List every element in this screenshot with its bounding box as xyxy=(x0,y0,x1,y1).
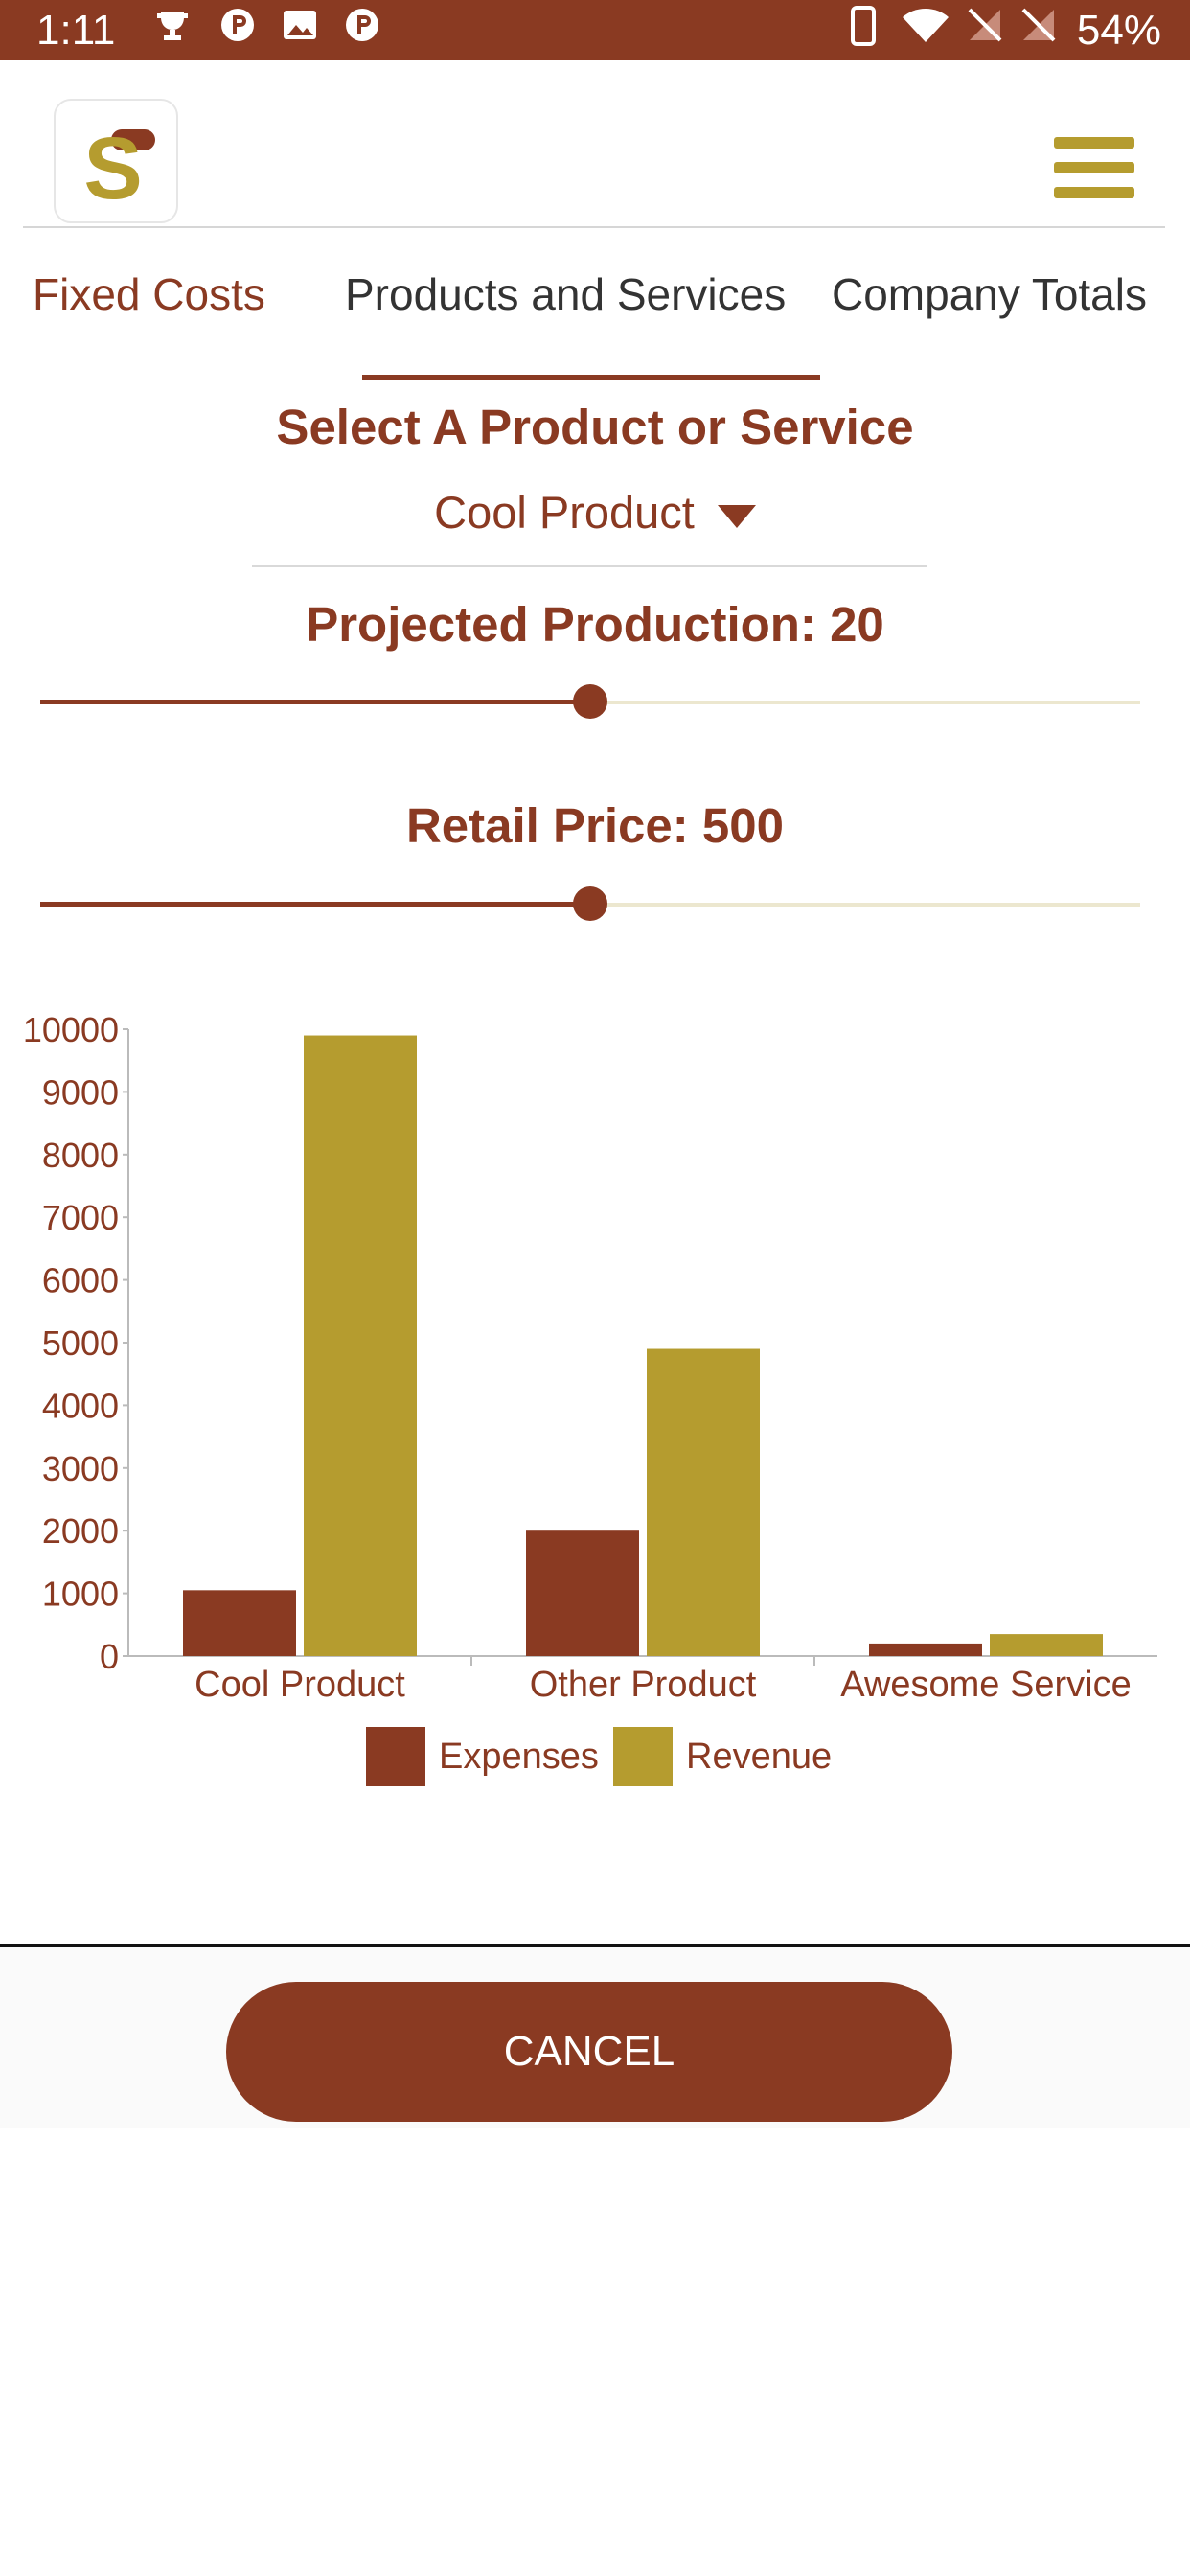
wifi-icon xyxy=(901,6,950,57)
legend-swatch-revenue xyxy=(613,1727,673,1786)
projected-production-label: Projected Production: 20 xyxy=(306,597,884,652)
bar-revenue-awesome-service xyxy=(990,1634,1103,1656)
y-tick-label: 2000 xyxy=(42,1511,119,1551)
bar-chart: 0 1000 2000 3000 4000 5000 6000 7000 8000 9000 100… xyxy=(23,1010,1157,1786)
slider-track-filled xyxy=(40,902,590,907)
projected-production-slider[interactable] xyxy=(40,683,1140,722)
status-time: 1:11 xyxy=(36,7,116,54)
y-tick-label: 1000 xyxy=(42,1575,119,1614)
p-icon xyxy=(220,6,255,57)
bar-revenue-other-product xyxy=(647,1348,760,1656)
cancel-button[interactable]: CANCEL xyxy=(226,1982,952,2122)
p-icon xyxy=(345,6,379,57)
app-header: S xyxy=(0,60,1190,226)
bar-expenses-awesome-service xyxy=(869,1643,982,1656)
slider-thumb[interactable] xyxy=(573,684,607,719)
active-tab-indicator xyxy=(362,375,820,380)
product-dropdown[interactable]: Cool Product xyxy=(0,484,1190,541)
bar-expenses-other-product xyxy=(526,1530,639,1656)
y-tick-label: 8000 xyxy=(42,1136,119,1175)
tab-products-and-services[interactable]: Products and Services xyxy=(345,269,787,319)
bottom-divider xyxy=(0,1944,1190,1947)
retail-price-slider[interactable] xyxy=(40,886,1140,924)
legend-label-revenue: Revenue xyxy=(686,1736,832,1777)
trophy-icon xyxy=(153,6,192,57)
svg-text:S: S xyxy=(83,120,142,218)
status-bar: 1:11 54% xyxy=(0,0,1190,60)
slider-track-remaining xyxy=(590,701,1140,704)
menu-button[interactable] xyxy=(1054,137,1134,198)
slider-thumb[interactable] xyxy=(573,886,607,921)
no-sim-icon xyxy=(966,6,1004,57)
app-logo[interactable]: S xyxy=(54,99,178,223)
phone-icon xyxy=(851,6,876,58)
no-sim-icon xyxy=(1019,6,1058,57)
retail-price-label: Retail Price: 500 xyxy=(405,798,785,853)
product-dropdown-value: Cool Product xyxy=(434,487,695,538)
expenses-revenue-chart: 0 1000 2000 3000 4000 5000 6000 7000 8000 9000 100… xyxy=(0,997,1190,1840)
y-tick-label: 7000 xyxy=(42,1198,119,1237)
legend-swatch-expenses xyxy=(366,1727,425,1786)
y-tick-label: 3000 xyxy=(42,1449,119,1488)
battery-level: 54% xyxy=(1076,7,1161,54)
image-icon xyxy=(282,6,318,56)
dropdown-divider xyxy=(252,565,927,567)
tab-company-totals[interactable]: Company Totals xyxy=(832,269,1147,319)
tab-fixed-costs[interactable]: Fixed Costs xyxy=(33,269,265,319)
slider-track-filled xyxy=(40,700,590,704)
x-category-label: Awesome Service xyxy=(840,1665,1131,1705)
select-product-heading: Select A Product or Service xyxy=(276,400,914,454)
legend-label-expenses: Expenses xyxy=(439,1736,599,1777)
logo-mark: S xyxy=(83,120,155,218)
bar-expenses-cool-product xyxy=(183,1590,296,1656)
y-tick-label: 10000 xyxy=(23,1010,119,1049)
x-category-label: Cool Product xyxy=(195,1665,405,1705)
bar-revenue-cool-product xyxy=(304,1035,417,1656)
hamburger-icon xyxy=(1054,137,1134,149)
x-category-label: Other Product xyxy=(530,1665,757,1705)
y-tick-label: 4000 xyxy=(42,1386,119,1425)
y-tick-label: 6000 xyxy=(42,1261,119,1300)
caret-down-icon xyxy=(717,504,756,528)
y-tick-label: 9000 xyxy=(42,1072,119,1112)
slider-track-remaining xyxy=(590,903,1140,907)
header-divider xyxy=(23,226,1165,228)
y-tick-label: 5000 xyxy=(42,1323,119,1363)
y-tick-label: 0 xyxy=(100,1637,119,1676)
